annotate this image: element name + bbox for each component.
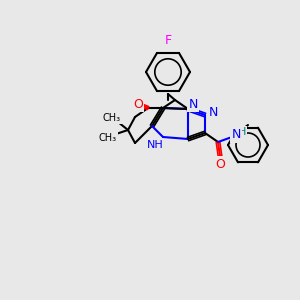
- Text: O: O: [215, 158, 225, 170]
- Text: O: O: [133, 98, 143, 110]
- Text: N: N: [188, 98, 198, 110]
- Text: NH: NH: [147, 140, 164, 150]
- Text: CH₃: CH₃: [99, 133, 117, 143]
- Text: N: N: [231, 128, 241, 142]
- Text: N: N: [208, 106, 218, 118]
- Text: F: F: [164, 34, 172, 47]
- Text: CH₃: CH₃: [103, 113, 121, 123]
- Text: H: H: [238, 127, 246, 137]
